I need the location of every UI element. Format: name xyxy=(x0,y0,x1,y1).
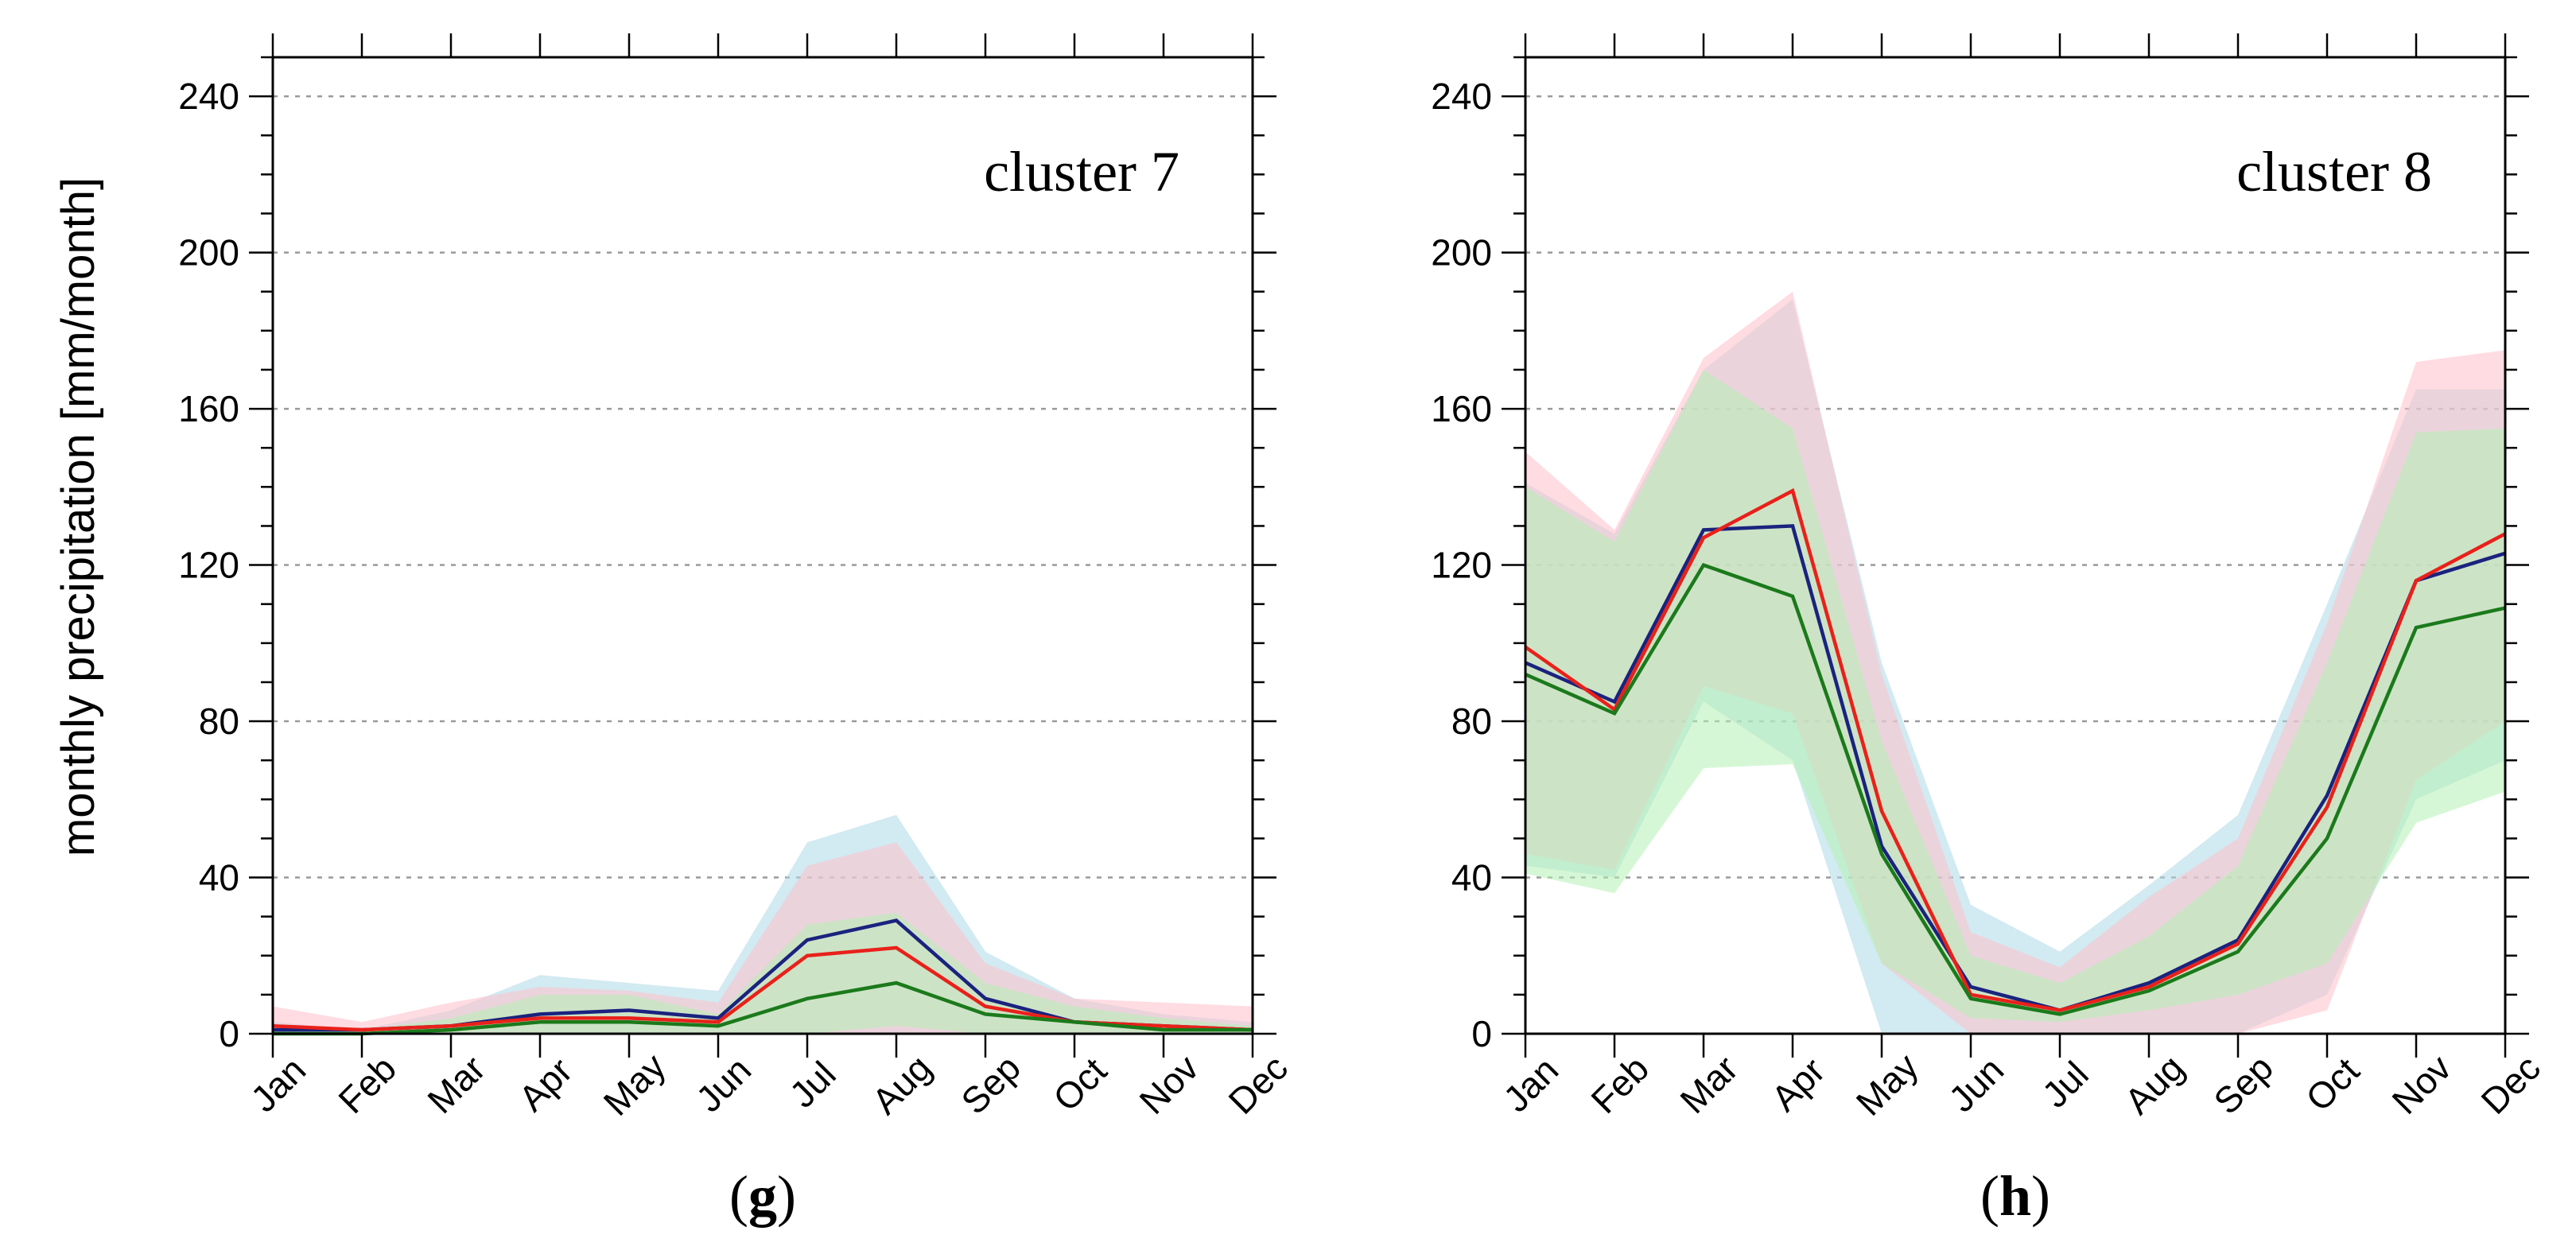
series-line-green xyxy=(273,980,1253,1036)
x-tick-label-dec: Dec xyxy=(2473,1046,2548,1122)
x-tick-label-dec: Dec xyxy=(1220,1046,1296,1122)
y-tick-label-80: 80 xyxy=(1451,701,1492,742)
x-tick-label-oct: Oct xyxy=(1045,1050,1115,1120)
x-tick-label-feb: Feb xyxy=(330,1047,404,1121)
cluster-title: cluster 8 xyxy=(2236,140,2432,204)
plot-frame xyxy=(271,56,1254,1035)
band-green-range xyxy=(1525,370,2505,1023)
band-red-range xyxy=(273,842,1253,1034)
x-tick-label-jul: Jul xyxy=(782,1054,844,1116)
panel-label: (g) xyxy=(729,1164,796,1228)
x-tick-label-apr: Apr xyxy=(1763,1050,1832,1119)
y-tick-label-0: 0 xyxy=(1471,1013,1492,1054)
x-tick-label-mar: Mar xyxy=(419,1047,493,1121)
x-tick-label-sep: Sep xyxy=(953,1046,1028,1122)
x-tick-label-mar: Mar xyxy=(1672,1047,1746,1121)
panel-label-letter: g xyxy=(748,1164,777,1228)
y-tick-label-40: 40 xyxy=(1451,857,1492,899)
x-tick-label-jul: Jul xyxy=(2034,1054,2096,1116)
y-tick-label-240: 240 xyxy=(178,76,239,117)
x-tick-label-jun: Jun xyxy=(1941,1049,2011,1120)
range-bands xyxy=(1525,291,2505,1034)
panel-label-close-paren: ) xyxy=(2031,1164,2050,1228)
y-tick-label-200: 200 xyxy=(178,232,239,274)
x-tick-label-nov: Nov xyxy=(1131,1046,1206,1122)
series-line-blue xyxy=(1525,524,2506,1012)
cluster-title: cluster 7 xyxy=(984,140,1179,204)
series-line-red xyxy=(1524,487,2507,1012)
x-tick-label-sep: Sep xyxy=(2205,1046,2281,1122)
panel-label-open-paren: ( xyxy=(729,1164,748,1228)
chart-cluster-8: 0 40 80 120 160 200 240 Jan Feb Mar Apr May Jun Jul Au… xyxy=(1431,33,2548,1228)
y-tick-label-160: 160 xyxy=(178,388,239,429)
y-axis-label: monthly precipitation [mm/month] xyxy=(52,177,104,856)
plot-frame xyxy=(1524,56,2507,1035)
x-tick-label-aug: Aug xyxy=(2116,1046,2192,1122)
x-tick-label-jan: Jan xyxy=(1495,1049,1566,1120)
chart-cluster-7: 0 40 80 120 160 200 240 Jan Feb Mar Apr May Jun Jul Au… xyxy=(178,33,1296,1228)
x-tick-label-feb: Feb xyxy=(1583,1047,1657,1121)
x-tick-label-aug: Aug xyxy=(864,1046,939,1122)
panel-label-letter: h xyxy=(1999,1164,2031,1228)
y-tick-label-80: 80 xyxy=(199,701,239,742)
x-tick-label-apr: Apr xyxy=(511,1050,580,1119)
y-tick-label-240: 240 xyxy=(1431,76,1492,117)
y-tick-label-120: 120 xyxy=(1431,545,1492,586)
series-line-green xyxy=(1525,562,2506,1016)
y-tick-label-0: 0 xyxy=(219,1013,239,1054)
x-tick-label-nov: Nov xyxy=(2384,1046,2459,1122)
x-tick-label-jun: Jun xyxy=(688,1049,759,1120)
y-tick-label-160: 160 xyxy=(1431,388,1492,429)
x-tick-label-may: May xyxy=(596,1046,674,1124)
x-tick-label-jan: Jan xyxy=(243,1049,313,1120)
panel-label: (h) xyxy=(1980,1164,2050,1228)
y-tick-label-40: 40 xyxy=(199,857,239,899)
x-tick-label-oct: Oct xyxy=(2298,1050,2368,1120)
x-tick-label-may: May xyxy=(1848,1046,1926,1124)
y-tick-label-120: 120 xyxy=(178,545,239,586)
panel-label-close-paren: ) xyxy=(777,1164,796,1228)
y-tick-label-200: 200 xyxy=(1431,232,1492,274)
range-bands xyxy=(273,814,1253,1034)
panel-label-open-paren: ( xyxy=(1980,1164,1999,1228)
